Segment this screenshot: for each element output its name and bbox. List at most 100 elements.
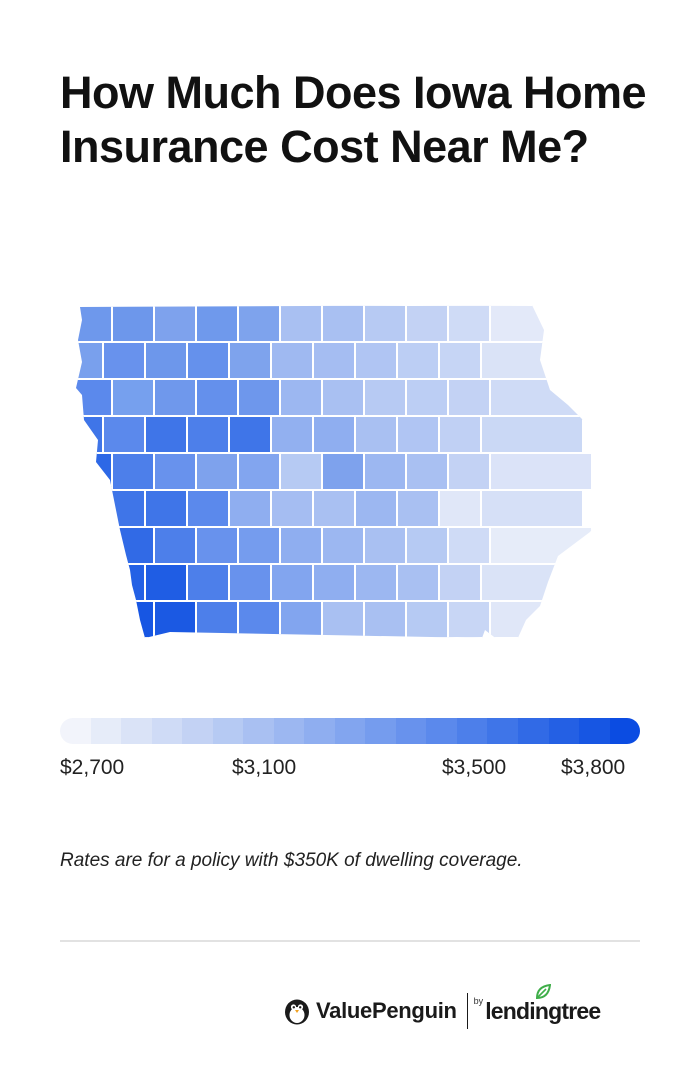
county [144,341,188,380]
county [321,305,365,343]
county [111,305,155,343]
leaf-icon [536,983,552,999]
county [153,305,197,343]
legend-swatch [273,718,305,744]
county [279,305,323,343]
county [270,489,314,528]
legend-tick-low: $3,100 [232,756,297,779]
county [321,378,365,417]
legend-swatch [426,718,457,744]
brand-separator [466,993,468,1029]
county [186,415,230,454]
county [111,526,155,565]
color-scale-bar [60,718,640,744]
county [405,452,449,491]
footer-divider [60,940,640,942]
county [363,600,407,639]
county [76,452,113,491]
legend-tick-high: $3,500 [442,756,507,779]
county [237,378,281,417]
county [405,378,449,417]
penguin-icon [285,999,309,1025]
county [489,378,593,417]
county [279,452,323,491]
legend-swatch [182,718,213,744]
county [354,563,398,602]
county [144,563,188,602]
county [144,489,188,528]
county [279,378,323,417]
legend-swatch [334,718,366,744]
county [228,563,272,602]
county [405,305,449,343]
county [363,305,407,343]
county [480,563,584,602]
county [312,415,356,454]
legend-tick-min: $2,700 [60,756,125,779]
county [354,415,398,454]
coverage-note: Rates are for a policy with $350K of dwe… [60,850,523,871]
county [228,415,272,454]
county [363,452,407,491]
county [396,563,440,602]
county [270,415,314,454]
county [144,415,188,454]
county [186,563,230,602]
county [279,526,323,565]
county [447,526,491,565]
county [111,600,155,639]
county [396,489,440,528]
county [76,600,113,639]
county [438,415,482,454]
county [354,341,398,380]
county [396,415,440,454]
legend-swatch [395,718,427,744]
legend-tick-max: $3,800 [561,756,626,779]
county [186,341,230,380]
legend-swatch [609,718,640,744]
county [102,341,146,380]
county [312,341,356,380]
county [480,415,584,454]
legend-swatch [548,718,580,744]
county [354,489,398,528]
legend-swatch [365,718,396,744]
county [312,563,356,602]
county [111,452,155,491]
legend-swatch [151,718,183,744]
county [321,452,365,491]
county [76,305,113,343]
legend-swatch [456,718,488,744]
brand-logo: ValuePenguin by lendingtree [284,983,601,1036]
county [489,526,593,565]
county [321,600,365,639]
county [447,600,491,639]
county [489,600,593,639]
county [102,563,146,602]
county [111,378,155,417]
county [195,452,239,491]
county [237,452,281,491]
county [76,563,104,602]
county [195,600,239,639]
county [228,341,272,380]
county [76,341,104,380]
county [270,563,314,602]
county [186,489,230,528]
county [312,489,356,528]
legend-swatch [60,718,91,744]
county [363,526,407,565]
county [480,489,584,528]
county [153,452,197,491]
legend-swatch [579,718,610,744]
county [480,341,584,380]
legend-swatch [212,718,244,744]
county [153,526,197,565]
county [489,305,593,343]
county [447,305,491,343]
county [195,305,239,343]
legend-swatch [487,718,518,744]
legend-swatch [243,718,274,744]
county [237,600,281,639]
county [195,378,239,417]
